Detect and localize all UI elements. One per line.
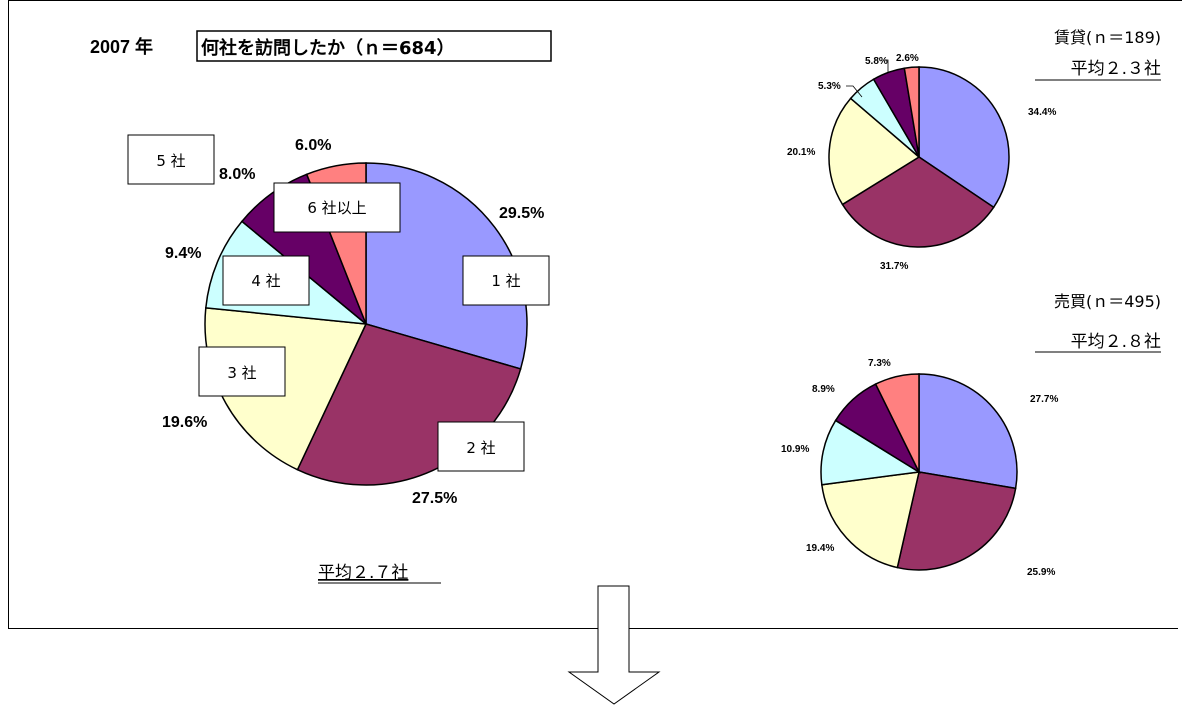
sales-label-6plus: 7.3% <box>868 358 891 369</box>
category-label-2: 2 社 <box>466 439 495 457</box>
year-label: 2007 年 <box>90 36 153 57</box>
rental-label-5: 5.8% <box>865 56 888 67</box>
sales-label-4: 10.9% <box>781 444 809 455</box>
main-label-4: 9.4% <box>165 245 201 262</box>
main-label-5: 8.0% <box>219 166 255 183</box>
sales-pie <box>820 373 1018 571</box>
rental-pie <box>828 66 1010 248</box>
category-label-5: 5 社 <box>156 152 185 170</box>
category-box-2 <box>437 421 525 472</box>
category-box-3 <box>198 346 286 397</box>
rental-label-6plus: 2.6% <box>896 53 919 64</box>
sales-label-1: 27.7% <box>1030 394 1058 405</box>
sales-slice-6plus <box>874 373 920 473</box>
main-label-6plus: 6.0% <box>295 137 331 154</box>
rental-slice-6plus <box>903 66 920 158</box>
sales-label-5: 8.9% <box>812 384 835 395</box>
sales-slice-1 <box>918 373 1018 490</box>
category-label-3: 3 社 <box>227 364 256 382</box>
down-arrow-icon <box>567 585 661 705</box>
main-label-3: 19.6% <box>162 414 207 431</box>
category-box-5 <box>127 134 215 185</box>
sales-slice-3 <box>820 471 920 569</box>
title-box <box>196 30 552 62</box>
category-label-1: 1 社 <box>491 272 520 290</box>
sales-slice-4 <box>820 419 922 486</box>
sales-average: 平均２.８社 <box>1071 332 1161 352</box>
rental-leader-5 <box>885 59 889 72</box>
rental-slice-3 <box>828 97 921 206</box>
rental-slice-1 <box>918 66 1010 209</box>
rental-title: 賃貸(ｎ＝189) <box>1054 28 1161 47</box>
sales-title: 売買(ｎ＝495) <box>1054 292 1161 311</box>
chart-frame <box>8 1 1178 629</box>
main-title: 何社を訪問したか（ｎ＝684） <box>201 37 455 59</box>
sales-slice-2 <box>896 471 1017 571</box>
rental-label-4: 5.3% <box>818 81 841 92</box>
sales-label-2: 25.9% <box>1027 567 1055 578</box>
main-slice-1 <box>365 162 528 370</box>
rental-label-2: 31.7% <box>880 261 908 272</box>
rental-leader-4 <box>846 85 863 98</box>
category-box-1 <box>462 255 550 306</box>
category-box-6plus <box>273 182 401 233</box>
category-box-4 <box>222 255 310 306</box>
main-label-1: 29.5% <box>499 205 544 222</box>
rental-label-1: 34.4% <box>1028 107 1056 118</box>
rental-label-3: 20.1% <box>787 147 815 158</box>
category-label-6plus: 6 社以上 <box>307 199 366 217</box>
frame-top-border <box>8 0 1182 1</box>
main-average: 平均２.７社 <box>318 563 408 583</box>
main-label-2: 27.5% <box>412 490 457 507</box>
rental-average: 平均２.３社 <box>1071 59 1161 79</box>
sales-label-3: 19.4% <box>806 543 834 554</box>
rental-slice-2 <box>841 156 995 248</box>
category-label-4: 4 社 <box>251 272 280 290</box>
